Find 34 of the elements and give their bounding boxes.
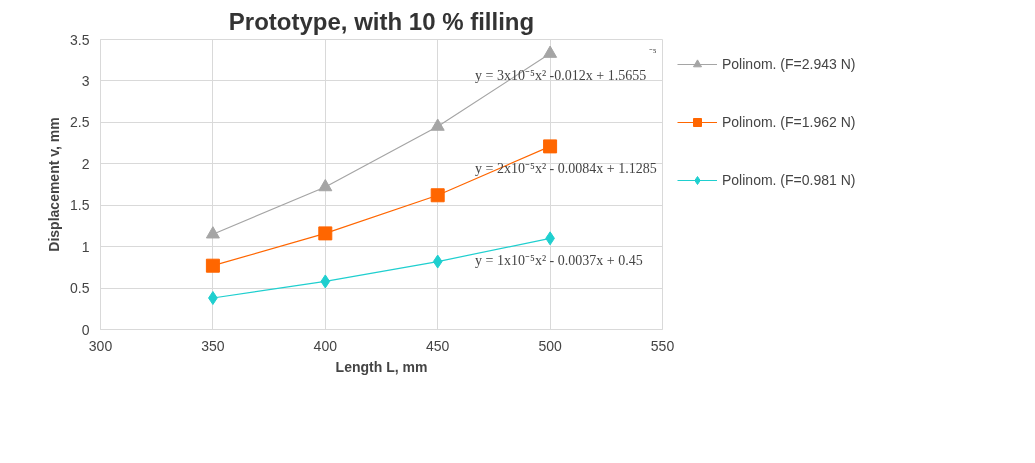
annotation: ⁻⁵ [648,45,657,58]
y-tick-label: 0.5 [70,280,90,297]
point [432,254,443,269]
annotation: y = 2x10⁻⁵x² - 0.0084x + 1.1285 [475,160,657,176]
legend-label: Polinom. (F=2.943 N) [722,56,856,72]
x-tick-label: 350 [201,337,225,354]
point [205,226,220,239]
x-tick-label: 400 [313,337,338,354]
point [205,258,220,273]
x-tick-label: 550 [650,337,675,354]
y-tick-label: 3.5 [70,31,90,48]
chart-title: Prototype, with 10 % filling [228,7,535,35]
point [430,118,445,131]
y-tick-label: 0 [81,321,90,338]
x-tick-label: 500 [538,337,562,354]
annotation: y = 3x10⁻⁵x² -0.012x + 1.5655 [475,68,647,84]
point [543,139,558,154]
x-axis-title: Length L, mm [335,358,428,375]
y-tick-label: 1.5 [70,197,90,214]
y-tick-label: 3 [81,72,90,89]
x-tick-label: 300 [88,337,113,354]
y-tick-label: 1 [81,238,90,255]
annotation: y = 1x10⁻⁵x² - 0.0037x + 0.45 [475,252,643,268]
x-tick-label: 450 [426,337,450,354]
legend-label: Polinom. (F=0.981 N) [722,172,856,188]
point [543,45,558,58]
y-axis-title: Displacement v, mm [46,117,63,252]
point [320,274,331,289]
y-tick-label: 2.5 [70,114,90,131]
point [430,188,445,203]
point [318,178,333,192]
legend-label: Polinom. (F=1.962 N) [722,114,856,130]
y-tick-label: 2 [81,155,90,172]
point [318,226,333,241]
